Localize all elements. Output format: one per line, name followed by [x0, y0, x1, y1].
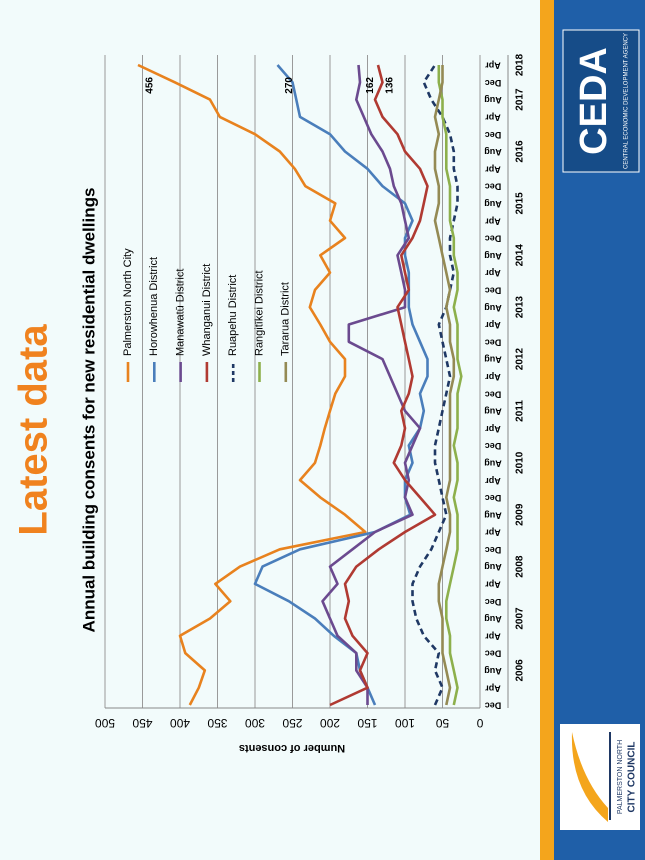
x-tick-label: Apr	[485, 580, 501, 590]
x-tick-label: Dec	[485, 597, 502, 607]
y-tick-label: 200	[320, 716, 340, 730]
x-tick-label: Dec	[485, 337, 502, 347]
x-tick-label: Dec	[485, 493, 502, 503]
x-tick-label: Aug	[484, 510, 502, 520]
data-label: 270	[284, 77, 295, 94]
x-tick-label: Dec	[485, 649, 502, 659]
x-tick-label: Apr	[485, 476, 501, 486]
x-year-label: 2015	[515, 192, 526, 215]
x-tick-label: Apr	[485, 372, 501, 382]
x-year-label: 2008	[515, 555, 526, 578]
x-tick-label: Dec	[485, 389, 502, 399]
x-tick-label: Apr	[485, 164, 501, 174]
legend-label: Whanganui District	[201, 264, 213, 356]
y-tick-label: 350	[207, 716, 227, 730]
legend-label: Ruapehu District	[227, 275, 239, 356]
x-tick-label: Dec	[485, 701, 502, 711]
series-line	[433, 65, 456, 706]
series-line	[253, 64, 429, 706]
x-tick-label: Apr	[485, 528, 501, 538]
council-logo-bottom: CITY COUNCIL	[627, 742, 638, 813]
ceda-logo-text: CEDA	[573, 47, 615, 155]
y-tick-label: 450	[132, 716, 152, 730]
x-year-label: 2016	[515, 140, 526, 163]
y-tick-label: 250	[282, 716, 302, 730]
chart-title: Annual building consents for new residen…	[79, 188, 98, 633]
legend-label: Manawatū District	[175, 269, 187, 356]
data-label: 136	[385, 77, 396, 94]
x-tick-label: Dec	[485, 78, 502, 88]
x-year-label: 2006	[515, 659, 526, 682]
x-tick-label: Aug	[484, 147, 502, 157]
data-label: 162	[365, 77, 376, 94]
council-logo	[560, 724, 640, 830]
x-tick-label: Apr	[485, 61, 501, 71]
x-year-label: 2007	[515, 607, 526, 630]
x-tick-label: Apr	[485, 113, 501, 123]
x-tick-label: Aug	[484, 251, 502, 261]
footer-band	[554, 0, 645, 860]
y-tick-label: 0	[476, 716, 483, 730]
y-axis-title: Number of consents	[239, 742, 345, 754]
x-year-label: 2014	[515, 244, 526, 267]
series-line	[329, 64, 437, 707]
x-tick-label: Aug	[484, 199, 502, 209]
x-tick-label: Dec	[485, 182, 502, 192]
y-tick-label: 150	[357, 716, 377, 730]
x-tick-label: Apr	[485, 268, 501, 278]
series-line	[137, 63, 367, 706]
x-year-label: 2017	[515, 88, 526, 111]
x-year-label: 2009	[515, 503, 526, 526]
x-tick-label: Aug	[484, 95, 502, 105]
x-tick-label: Dec	[485, 130, 502, 140]
slide-title: Latest data	[12, 324, 56, 536]
x-tick-label: Apr	[485, 424, 501, 434]
x-tick-label: Aug	[484, 666, 502, 676]
ceda-logo	[562, 29, 640, 173]
x-tick-label: Dec	[485, 285, 502, 295]
x-tick-label: Apr	[485, 631, 501, 641]
x-year-label: 2010	[515, 451, 526, 474]
y-tick-label: 300	[245, 716, 265, 730]
x-tick-label: Apr	[485, 216, 501, 226]
y-tick-label: 100	[395, 716, 415, 730]
legend-label: Horowhenua District	[148, 257, 160, 356]
y-tick-label: 400	[170, 716, 190, 730]
legend-label: Tararua District	[280, 282, 292, 356]
x-tick-label: Dec	[485, 441, 502, 451]
data-label: 456	[145, 77, 156, 94]
series-line	[321, 64, 422, 705]
series-line	[437, 65, 463, 706]
x-tick-label: Dec	[485, 234, 502, 244]
x-tick-label: Aug	[484, 355, 502, 365]
y-tick-label: 500	[95, 716, 115, 730]
orange-stripe	[540, 0, 554, 860]
y-tick-label: 50	[436, 716, 450, 730]
legend-label: Palmerston North City	[122, 248, 134, 356]
x-tick-label: Aug	[484, 407, 502, 417]
x-year-label: 2011	[515, 400, 526, 422]
council-logo-swoosh	[571, 732, 608, 822]
x-tick-label: Aug	[484, 614, 502, 624]
x-tick-label: Aug	[484, 562, 502, 572]
x-year-label: 2018	[515, 53, 526, 76]
x-tick-label: Dec	[485, 545, 502, 555]
x-year-label: 2012	[515, 347, 526, 370]
x-tick-label: Apr	[485, 683, 501, 693]
x-tick-label: Aug	[484, 458, 502, 468]
legend-label: Rangitīkei District	[253, 270, 265, 356]
council-logo-top: PALMERSTON NORTH	[617, 740, 624, 814]
x-tick-label: Aug	[484, 303, 502, 313]
series-line	[411, 64, 459, 706]
ceda-logo-subtitle: CENTRAL ECONOMIC DEVELOPMENT AGENCY	[624, 33, 630, 169]
x-year-label: 2013	[515, 296, 526, 319]
x-tick-label: Apr	[485, 320, 501, 330]
